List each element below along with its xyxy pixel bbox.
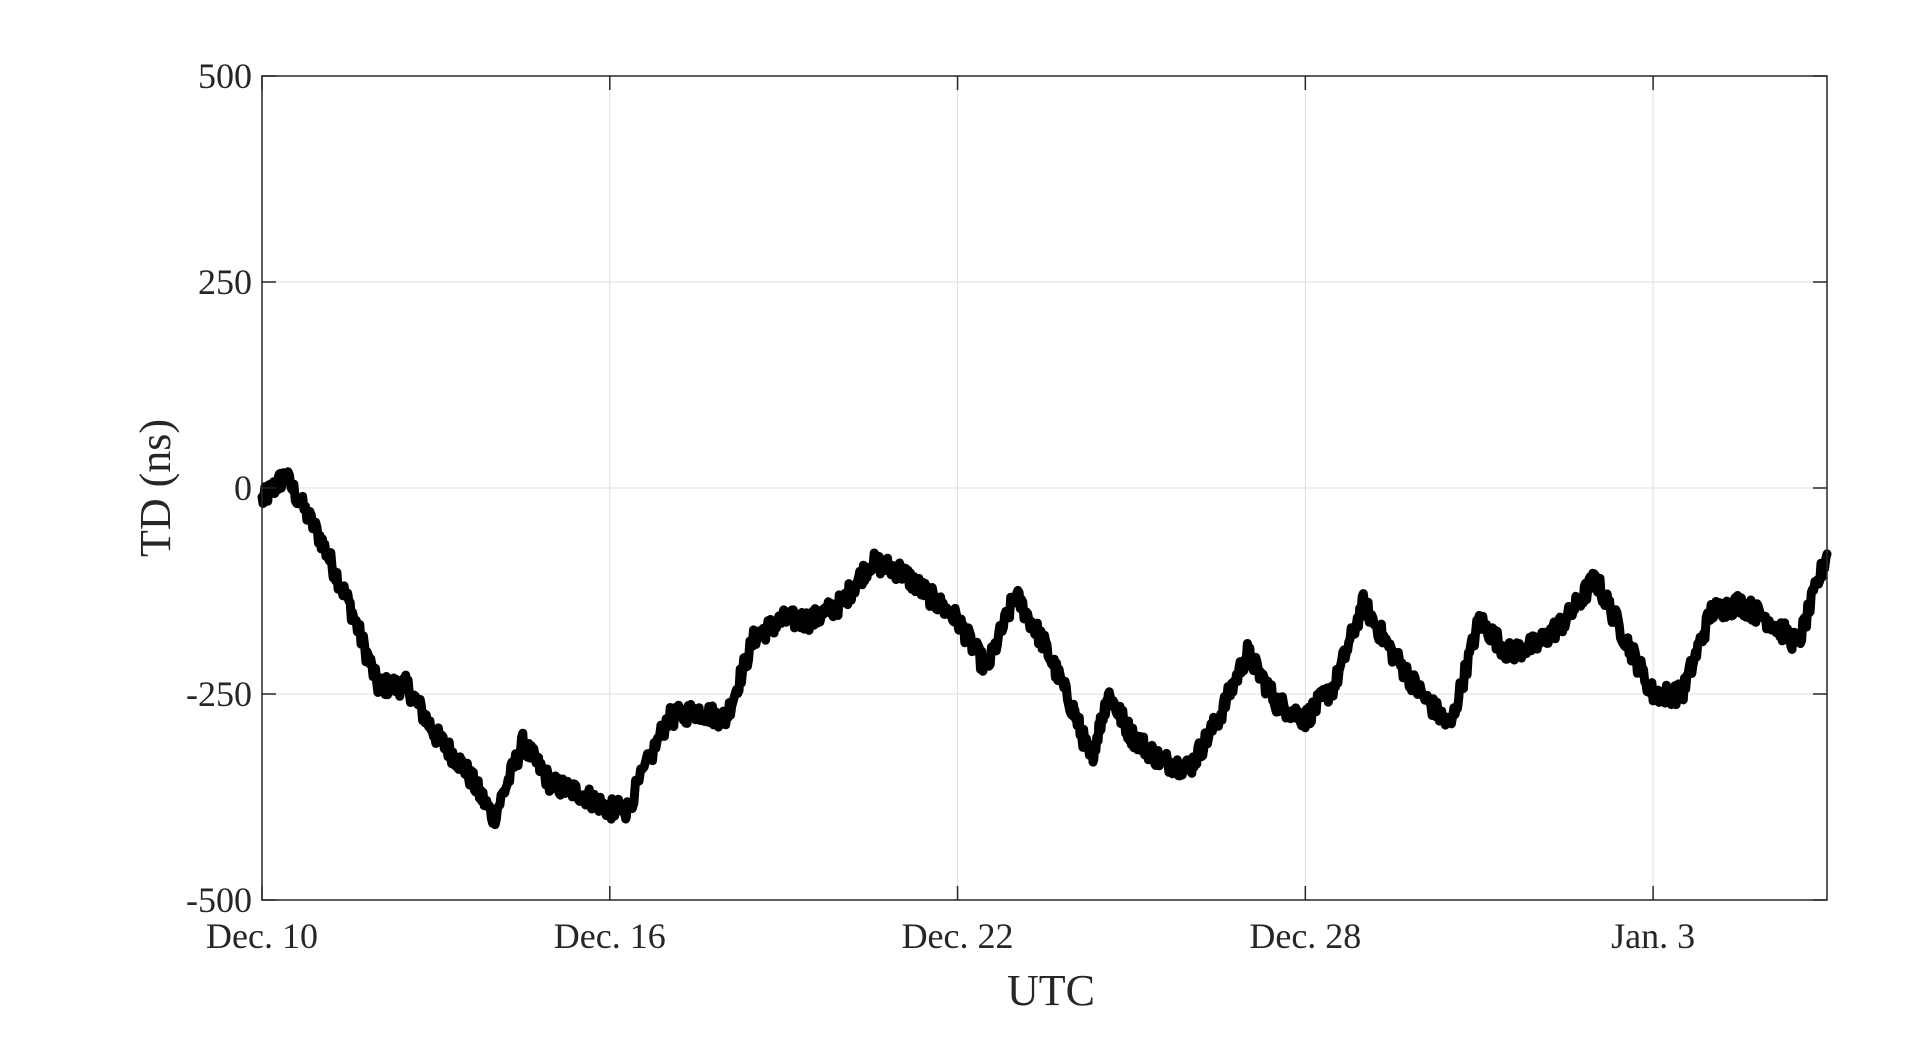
x-axis-title: UTC bbox=[1007, 966, 1095, 1015]
y-tick-label: -250 bbox=[186, 674, 252, 714]
series-line bbox=[261, 468, 1828, 825]
y-tick-label: -500 bbox=[186, 880, 252, 920]
y-tick-label: 250 bbox=[198, 262, 252, 302]
series-group bbox=[257, 467, 1832, 830]
ticks bbox=[261, 75, 1827, 901]
y-axis-title: TD (ns) bbox=[131, 419, 180, 557]
x-tick-label: Dec. 10 bbox=[206, 916, 318, 956]
y-tick-labels: -500 -250 0 250 500 bbox=[186, 56, 252, 920]
x-tick-label: Dec. 22 bbox=[902, 916, 1014, 956]
x-tick-label: Dec. 28 bbox=[1249, 916, 1361, 956]
x-tick-label: Dec. 16 bbox=[554, 916, 666, 956]
x-tick-labels: Dec. 10 Dec. 16 Dec. 22 Dec. 28 Jan. 3 bbox=[206, 916, 1695, 956]
y-tick-label: 0 bbox=[234, 468, 252, 508]
y-tick-label: 500 bbox=[198, 56, 252, 96]
x-tick-label: Jan. 3 bbox=[1611, 916, 1695, 956]
